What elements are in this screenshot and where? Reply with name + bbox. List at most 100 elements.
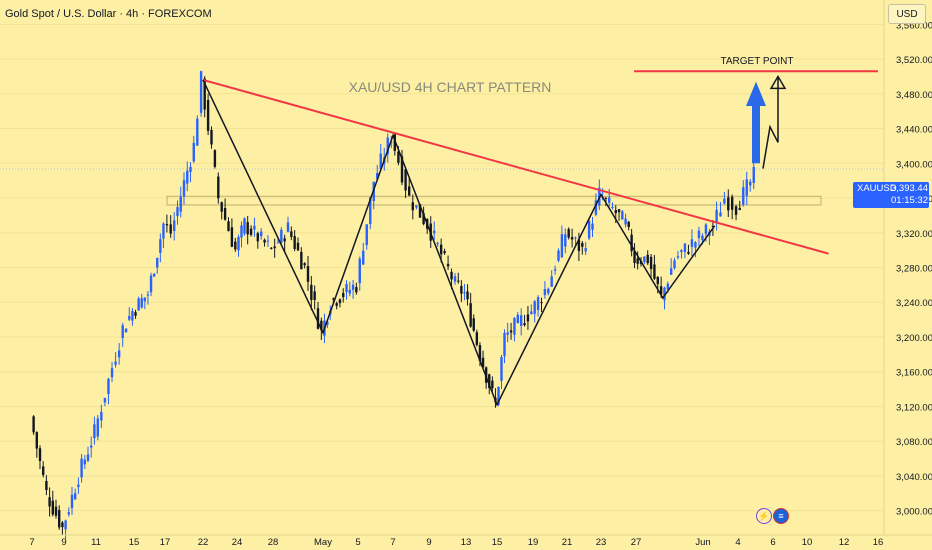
currency-button[interactable]: USD <box>888 4 926 24</box>
candle-body <box>443 251 446 254</box>
x-tick-label: 5 <box>355 537 360 548</box>
candle-body <box>186 170 189 184</box>
candle-body <box>752 166 755 184</box>
candle-body <box>137 298 140 311</box>
candle-body <box>273 246 276 249</box>
candle-body <box>263 239 266 243</box>
candle-body <box>100 411 103 421</box>
candle-body <box>270 247 273 249</box>
candle-body <box>433 230 436 234</box>
candle-body <box>243 218 246 234</box>
x-tick-label: 4 <box>735 537 740 548</box>
candle-body <box>134 312 137 316</box>
x-tick-label: Jun <box>695 537 710 548</box>
candle-body <box>77 484 80 488</box>
candle-body <box>192 142 195 162</box>
y-tick-label: 3,560.00 <box>896 20 932 31</box>
y-tick-label: 3,240.00 <box>896 298 932 309</box>
candle-body <box>617 209 621 213</box>
candle-body <box>223 207 227 220</box>
x-tick-label: 21 <box>562 537 573 548</box>
candle-body <box>503 332 506 357</box>
y-tick-label: 3,120.00 <box>896 402 932 413</box>
candle-body <box>701 235 704 241</box>
x-tick-label: 17 <box>160 537 171 548</box>
candle-body <box>570 236 574 240</box>
candle-body <box>179 196 182 212</box>
candle-body <box>715 209 718 223</box>
candle-body <box>83 459 86 465</box>
candle-body <box>422 213 425 225</box>
candle-body <box>51 500 54 515</box>
candle-body <box>156 257 159 268</box>
chart-header: Gold Spot / U.S. Dollar · 4h · FOREXCOM <box>5 8 212 20</box>
candle-body <box>114 361 117 365</box>
candle-body <box>246 222 249 235</box>
candle-body <box>182 180 186 197</box>
candle-body <box>159 239 162 253</box>
candle-body <box>64 520 67 530</box>
candle-body <box>128 316 131 320</box>
y-tick-label: 3,000.00 <box>896 507 932 518</box>
x-tick-label: 15 <box>129 537 140 548</box>
candle-body <box>176 207 179 217</box>
candle-body <box>649 256 653 270</box>
candle-body <box>624 218 627 225</box>
candle-body <box>608 197 611 203</box>
candle-body <box>259 231 263 237</box>
y-tick-label: 3,400.00 <box>896 159 932 170</box>
candle-body <box>234 241 237 250</box>
candle-body <box>472 318 475 331</box>
candle-body <box>738 208 741 210</box>
descending-trendline <box>202 78 829 255</box>
candle-body <box>286 222 290 232</box>
y-tick-label: 3,040.00 <box>896 472 932 483</box>
candle-body <box>300 251 303 270</box>
x-tick-label: 12 <box>839 537 850 548</box>
candle-body <box>469 303 472 327</box>
candle-body <box>666 283 670 290</box>
candle-body <box>70 494 74 509</box>
candle-body <box>338 299 342 304</box>
candle-body <box>478 345 482 362</box>
candle-body <box>369 197 372 224</box>
price-tag-symbol: XAUUSD <box>857 183 897 194</box>
candle-body <box>557 250 560 261</box>
candle-body <box>67 512 70 515</box>
candle-body <box>627 221 630 228</box>
candle-body <box>611 206 614 208</box>
candle-body <box>206 99 210 131</box>
candle-body <box>152 273 156 277</box>
projection-path <box>762 76 779 169</box>
candle-body <box>730 196 734 210</box>
x-tick-label: 7 <box>390 537 395 548</box>
x-tick-label: 16 <box>873 537 884 548</box>
candle-body <box>249 228 253 235</box>
candle-body <box>220 202 223 212</box>
candle-body <box>581 242 584 247</box>
candle-body <box>500 356 503 381</box>
candle-body <box>584 248 587 252</box>
pattern-zigzag <box>202 79 716 407</box>
candle-body <box>140 298 143 308</box>
candle-body <box>711 226 715 228</box>
candle-body <box>488 374 491 388</box>
candle-body <box>400 156 404 183</box>
candle-body <box>345 283 348 293</box>
candle-body <box>636 258 639 264</box>
flag-icon[interactable]: ≡ <box>773 508 789 524</box>
candle-body <box>379 153 382 170</box>
lightning-icon[interactable]: ⚡ <box>756 508 772 524</box>
candle-body <box>124 328 128 333</box>
candle-body <box>418 204 422 218</box>
candle-body <box>742 187 745 205</box>
candle-body <box>335 303 338 306</box>
candle-body <box>131 311 134 321</box>
candle-body <box>110 368 114 378</box>
candle-body <box>358 258 361 284</box>
candle-body <box>690 239 694 247</box>
candle-body <box>659 286 663 295</box>
candle-body <box>117 350 121 358</box>
